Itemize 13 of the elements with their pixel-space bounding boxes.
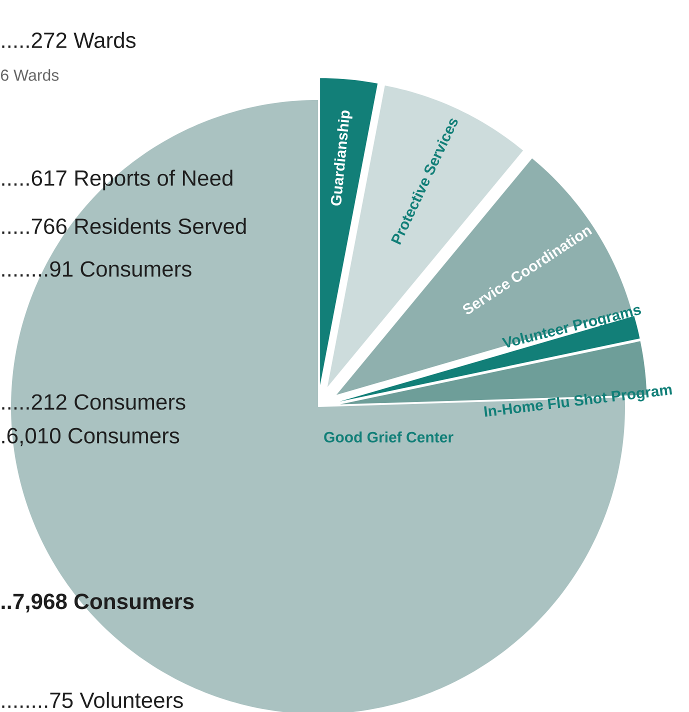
text: ........91 Consumers — [2, 261, 192, 277]
text: .6,010 Consumers — [2, 428, 180, 446]
text: .....272 Wards — [2, 32, 136, 48]
slice-label: Good Grief Center — [324, 431, 454, 442]
slice-label: Guardianship — [330, 110, 352, 206]
slice-label: Volunteer Programs — [502, 306, 641, 348]
text: .....766 Residents Served — [2, 218, 246, 234]
text: .....617 Reports of Need — [2, 170, 232, 190]
slice-label: In-Home Flu Shot Program — [484, 386, 672, 417]
text: ........75 Volunteers — [2, 692, 183, 708]
text: 6 Wards — [1, 69, 59, 81]
text: ..7,968 Consumers — [2, 594, 194, 612]
text: .....212 Consumers — [2, 394, 186, 410]
